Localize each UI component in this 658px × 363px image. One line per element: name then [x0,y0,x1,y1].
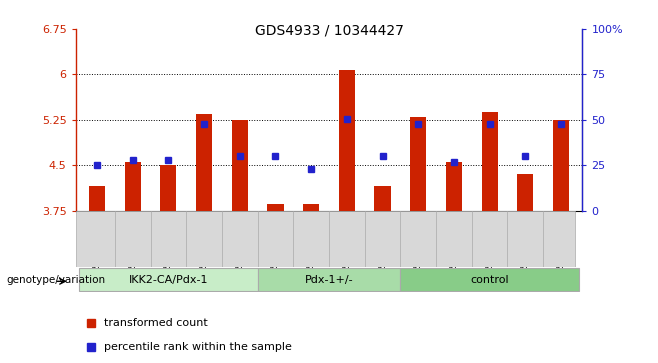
Bar [339,70,355,211]
Bar [232,120,248,211]
Text: control: control [470,274,509,285]
Bar [446,162,462,211]
Text: percentile rank within the sample: percentile rank within the sample [103,342,291,352]
Bar [196,114,212,211]
Bar [410,117,426,211]
Bar [267,204,284,211]
Bar [79,268,258,291]
Bar [258,268,400,291]
Text: IKK2-CA/Pdx-1: IKK2-CA/Pdx-1 [129,274,208,285]
Text: GDS4933 / 10344427: GDS4933 / 10344427 [255,24,403,38]
Bar [125,162,141,211]
Bar [482,112,497,211]
Bar [303,204,319,211]
Text: genotype/variation: genotype/variation [7,275,106,285]
Text: Pdx-1+/-: Pdx-1+/- [305,274,353,285]
Bar [553,120,569,211]
Bar [161,165,176,211]
Bar [517,174,533,211]
Bar [400,268,579,291]
Text: transformed count: transformed count [103,318,207,328]
Bar [374,186,391,211]
Bar [89,186,105,211]
